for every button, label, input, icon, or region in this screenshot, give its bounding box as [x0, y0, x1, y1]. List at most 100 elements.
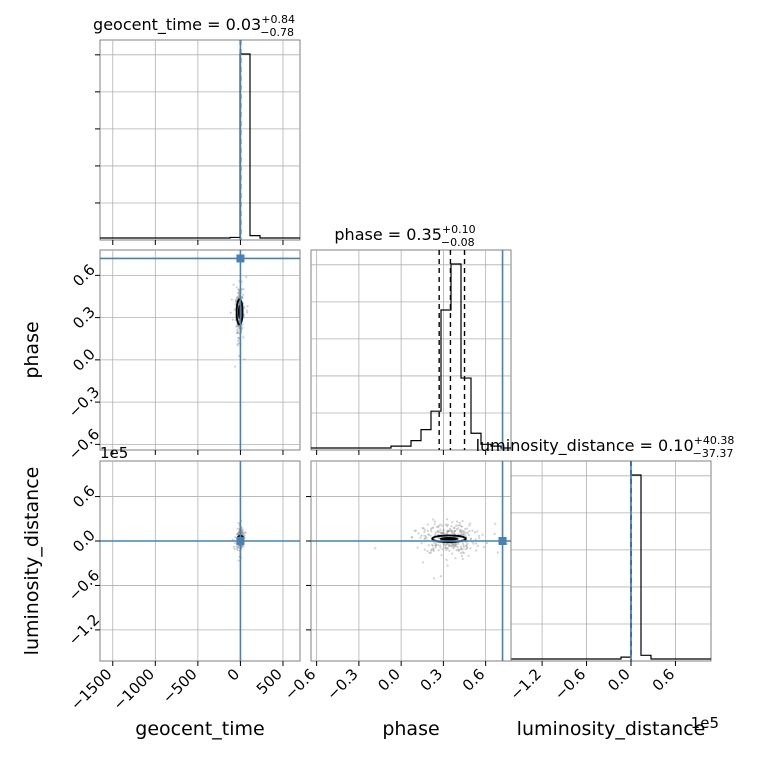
sample-point: [450, 532, 454, 535]
sample-point: [235, 325, 238, 328]
sample-point: [474, 549, 478, 552]
sample-point: [453, 529, 457, 533]
sample-point: [451, 521, 454, 524]
sample-point: [236, 339, 240, 343]
sample-point: [493, 532, 496, 535]
truth-marker: [236, 537, 245, 545]
sample-point: [451, 529, 454, 533]
sample-point: [237, 291, 240, 295]
x-axis-label-geocent_time: geocent_time: [135, 718, 264, 740]
sample-point: [236, 548, 239, 552]
sample-point: [434, 543, 438, 547]
truth-marker: [236, 254, 245, 263]
sample-point: [469, 547, 472, 550]
sample-point: [245, 309, 248, 312]
sample-point: [472, 542, 475, 545]
sample-point: [438, 530, 441, 533]
sample-point: [241, 296, 244, 299]
sample-point: [241, 531, 245, 534]
sample-point: [446, 530, 449, 533]
sample-point: [442, 529, 445, 533]
sample-point: [423, 534, 426, 537]
sample-point: [464, 527, 467, 531]
truth-marker: [498, 537, 507, 545]
x-axis-label-phase: phase: [382, 718, 439, 740]
sample-point: [485, 541, 489, 545]
title-sup: +0.84: [261, 13, 295, 26]
sample-point: [427, 533, 430, 536]
sample-point: [437, 526, 440, 529]
sample-point: [432, 526, 435, 529]
sample-point: [446, 529, 449, 532]
sample-point: [231, 318, 234, 321]
sample-point: [428, 551, 431, 555]
x-tick-label: −1000: [110, 665, 159, 714]
y-tick-label: 0.6: [69, 482, 99, 512]
sample-point: [235, 331, 238, 335]
sample-point: [416, 546, 419, 549]
sample-point: [423, 548, 426, 551]
sample-point: [235, 296, 239, 299]
sample-point: [236, 295, 239, 299]
sample-point: [481, 533, 484, 536]
sample-point: [454, 542, 457, 545]
sample-point: [241, 528, 245, 531]
x-tick-label: 0.6: [459, 665, 489, 695]
sample-point: [457, 542, 460, 545]
sample-point: [434, 533, 437, 536]
x-tick-label: 0.6: [649, 665, 679, 695]
sample-point: [233, 308, 236, 311]
sample-point: [452, 543, 455, 547]
sample-point: [422, 527, 425, 530]
sample-point: [242, 336, 245, 339]
sample-point: [461, 533, 464, 536]
sample-point: [414, 529, 417, 532]
sample-point: [476, 544, 480, 547]
sample-point: [460, 525, 463, 528]
sample-point: [411, 535, 414, 539]
sample-point: [447, 529, 450, 532]
sample-point: [446, 564, 449, 567]
sample-point: [442, 543, 445, 546]
sample-point: [455, 549, 458, 552]
sample-point: [494, 522, 497, 525]
sample-point: [241, 323, 244, 326]
sample-point: [450, 525, 453, 528]
sample-point: [442, 532, 445, 535]
sample-point: [447, 544, 450, 547]
sample-point: [448, 544, 451, 547]
y-tick-label: 0.6: [69, 261, 99, 291]
scatter-points: [100, 461, 300, 661]
sample-point: [243, 313, 246, 316]
sample-point: [453, 543, 456, 546]
sample-point: [451, 544, 454, 547]
sample-point: [462, 545, 465, 549]
sample-point: [458, 521, 461, 525]
sample-point: [241, 293, 245, 296]
sample-point: [235, 324, 239, 327]
title-sub: −0.08: [441, 236, 475, 249]
sample-point: [427, 544, 430, 547]
sample-point: [432, 577, 436, 580]
sample-point: [241, 326, 244, 329]
sample-point: [237, 532, 240, 535]
sample-point: [440, 532, 443, 535]
sample-point: [242, 305, 246, 308]
sample-point: [453, 544, 457, 547]
sample-point: [241, 544, 244, 547]
sample-point: [441, 524, 444, 527]
sample-point: [244, 531, 247, 534]
y-tick-label: 0.0: [69, 526, 99, 556]
sample-point: [426, 529, 430, 532]
sample-point: [452, 531, 455, 534]
sample-point: [235, 533, 238, 536]
sample-point: [448, 544, 451, 547]
x-tick-label: −1500: [67, 665, 116, 714]
sample-point: [445, 542, 448, 546]
histogram-step-geocent_time: [100, 53, 300, 239]
title-main: luminosity_distance = 0.10: [476, 436, 694, 456]
sample-point: [445, 546, 448, 549]
sample-point: [430, 549, 433, 552]
histogram-step-luminosity_distance: [511, 474, 711, 660]
sample-point: [242, 287, 245, 291]
